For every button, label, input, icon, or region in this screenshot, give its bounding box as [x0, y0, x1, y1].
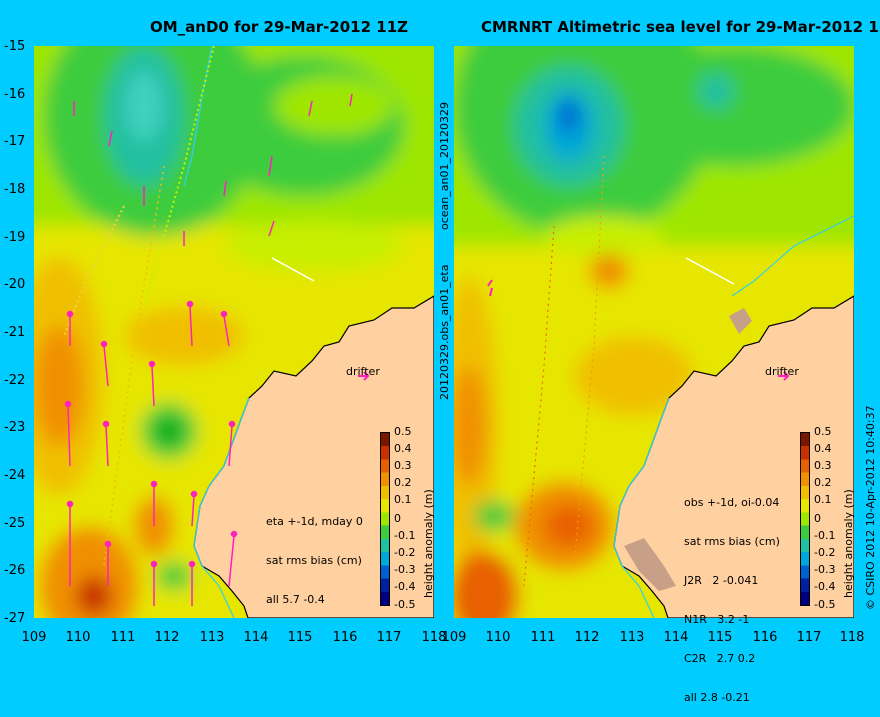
x-tick: 118 [421, 630, 447, 645]
x-tick: 110 [485, 630, 511, 645]
y-tick: -16 [4, 87, 26, 102]
colorbar-tick: 0.5 [814, 425, 832, 438]
colorbar-tick: 0 [394, 512, 401, 525]
colorbar-tick: -0.5 [814, 598, 836, 611]
y-tick: -18 [4, 182, 26, 197]
stat-line: obs +-1d, oi-0.04 [684, 496, 780, 509]
x-tick: 117 [796, 630, 822, 645]
colorbar-tick: -0.2 [394, 546, 416, 559]
x-tick: 112 [154, 630, 180, 645]
drifter-label-right: drifter [765, 365, 799, 378]
stat-line: sat rms bias (cm) [266, 554, 362, 567]
y-tick: -19 [4, 230, 26, 245]
x-tick: 114 [663, 630, 689, 645]
stat-line: all 5.7 -0.4 [266, 593, 325, 606]
colorbar-tick: 0.4 [814, 442, 832, 455]
drifter-label-left: drifter [346, 365, 380, 378]
colorbar-tick: 0.3 [814, 459, 832, 472]
colorbar-title-left: height anomaly (m) [422, 489, 435, 598]
x-tick: 114 [243, 630, 269, 645]
stat-line: sat rms bias (cm) [684, 535, 780, 548]
stat-line: N1R 3.2 -1 [684, 613, 750, 626]
colorbar-tick: -0.3 [814, 563, 836, 576]
colorbar-tick: 0.3 [394, 459, 412, 472]
colorbar-tick: -0.4 [814, 580, 836, 593]
stat-line: J2R 2 -0.041 [684, 574, 759, 587]
colorbar-tick: -0.4 [394, 580, 416, 593]
x-tick: 115 [287, 630, 313, 645]
y-tick: -20 [4, 277, 26, 292]
x-tick: 118 [839, 630, 865, 645]
copyright-credit: © CSIRO 2012 10-Apr-2012 10:40:37 [864, 405, 877, 610]
x-tick: 115 [707, 630, 733, 645]
x-tick: 113 [619, 630, 645, 645]
y-tick: -26 [4, 563, 26, 578]
colorbar-tick: -0.3 [394, 563, 416, 576]
y-tick: -25 [4, 516, 26, 531]
y-tick: -22 [4, 373, 26, 388]
x-tick: 116 [752, 630, 778, 645]
colorbar-tick: -0.1 [814, 529, 836, 542]
stat-line: eta +-1d, mday 0 [266, 515, 363, 528]
stat-line: all 2.8 -0.21 [684, 691, 750, 704]
right-panel-side-label: 20120329.obs_an01_eta [438, 264, 451, 400]
x-tick: 112 [574, 630, 600, 645]
right-stats: obs +-1d, oi-0.04 sat rms bias (cm) J2R … [684, 470, 780, 717]
colorbar-tick: -0.5 [394, 598, 416, 611]
colorbar-gradient [800, 432, 810, 606]
colorbar-tick: 0.2 [814, 476, 832, 489]
right-map-title: CMRNRT Altimetric sea level for 29-Mar-2… [481, 18, 880, 36]
x-tick: 113 [199, 630, 225, 645]
x-tick: 111 [110, 630, 136, 645]
colorbar-tick: 0.5 [394, 425, 412, 438]
left-map-canvas [34, 46, 434, 618]
colorbar-tick: -0.1 [394, 529, 416, 542]
y-tick: -24 [4, 468, 26, 483]
colorbar-title-right: height anomaly (m) [842, 489, 855, 598]
x-tick: 109 [21, 630, 47, 645]
y-tick: -23 [4, 420, 26, 435]
left-map-panel [34, 46, 434, 618]
colorbar-tick: -0.2 [814, 546, 836, 559]
colorbar-tick: 0.1 [394, 493, 412, 506]
colorbar-tick: 0.4 [394, 442, 412, 455]
y-tick: -15 [4, 39, 26, 54]
x-tick: 111 [530, 630, 556, 645]
x-tick: 109 [441, 630, 467, 645]
right-map-canvas [454, 46, 854, 618]
left-map-title: OM_anD0 for 29-Mar-2012 11Z [150, 18, 409, 36]
y-tick: -21 [4, 325, 26, 340]
right-map-panel [454, 46, 854, 618]
colorbar-tick: 0.1 [814, 493, 832, 506]
colorbar-tick: 0.2 [394, 476, 412, 489]
left-panel-side-label: ocean_an01_20120329 [438, 102, 451, 230]
x-tick: 110 [65, 630, 91, 645]
left-stats: eta +-1d, mday 0 sat rms bias (cm) all 5… [266, 489, 363, 619]
current-arrows [64, 93, 353, 606]
x-tick: 117 [376, 630, 402, 645]
colorbar-gradient [380, 432, 390, 606]
stat-line: C2R 2.7 0.2 [684, 652, 756, 665]
x-tick: 116 [332, 630, 358, 645]
colorbar-tick: 0 [814, 512, 821, 525]
y-tick: -27 [4, 611, 26, 626]
y-tick: -17 [4, 134, 26, 149]
